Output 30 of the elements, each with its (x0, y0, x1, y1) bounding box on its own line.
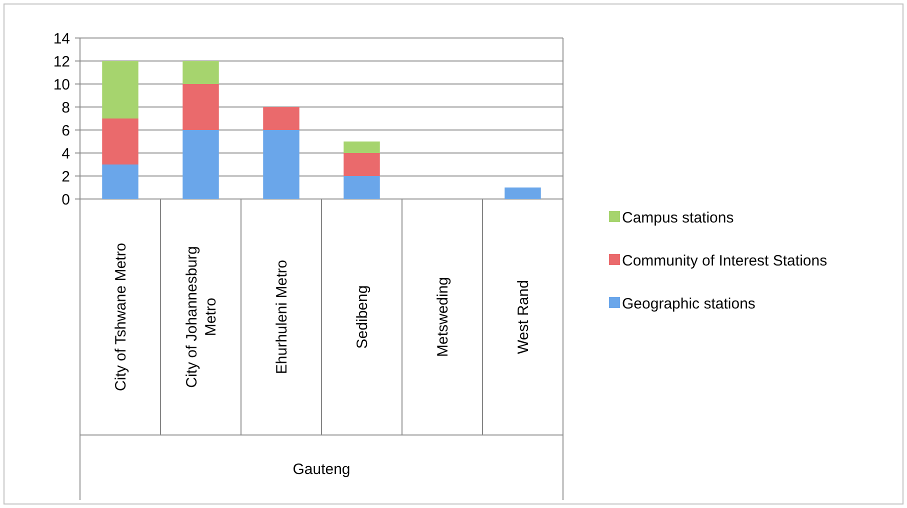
bar (344, 153, 380, 176)
legend-label: Community of Interest Stations (622, 252, 828, 270)
y-tick-label: 10 (53, 76, 70, 94)
y-tick-label: 8 (62, 99, 70, 116)
x-tick-label: West Rand (515, 280, 532, 354)
bar (263, 130, 300, 199)
y-tick-label: 4 (62, 145, 70, 162)
bar (182, 61, 219, 84)
bar (182, 84, 219, 130)
y-tick-label: 14 (53, 30, 70, 48)
bar (182, 130, 219, 199)
bar (504, 188, 541, 199)
bar (263, 107, 300, 130)
text: Gauteng (292, 461, 350, 478)
bar (102, 118, 138, 164)
x-tick-label: Sedibeng (354, 285, 371, 349)
legend-label: Campus stations (622, 209, 734, 226)
legend-label: Geographic stations (622, 295, 756, 312)
bar (102, 164, 138, 199)
x-tick-label: City of Johannesburg Metro (184, 246, 220, 388)
bar (102, 61, 138, 118)
bar (344, 176, 380, 199)
y-tick-label: 0 (62, 191, 70, 208)
y-tick-label: 2 (62, 168, 70, 186)
bar (344, 142, 380, 153)
y-tick-label: 6 (62, 122, 70, 140)
x-tick-label: Ehurhuleni Metro (274, 260, 290, 374)
x-tick-label: City of Tshwane Metro (112, 242, 130, 392)
y-tick-label: 12 (53, 53, 70, 70)
x-tick-label: Metsweding (434, 276, 452, 358)
